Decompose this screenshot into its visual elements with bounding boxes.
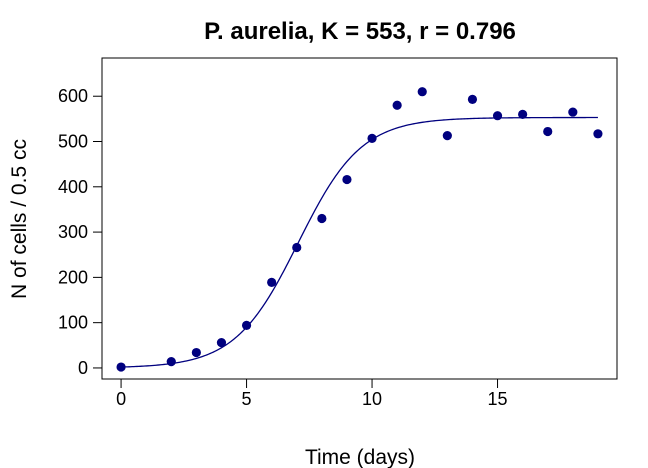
data-point bbox=[267, 277, 277, 287]
data-point bbox=[467, 94, 478, 104]
y-axis: 0 100 200 300 400 500 600 bbox=[58, 86, 103, 378]
y-tick-label: 0 bbox=[78, 358, 88, 378]
data-point bbox=[543, 126, 553, 137]
x-tick-label: 5 bbox=[242, 389, 252, 409]
data-point bbox=[367, 133, 377, 143]
chart-title: P. aurelia, K = 553, r = 0.796 bbox=[204, 18, 516, 45]
y-tick-label: 100 bbox=[58, 313, 88, 333]
data-point bbox=[292, 242, 302, 253]
x-tick-label: 15 bbox=[488, 389, 508, 409]
x-tick-label: 10 bbox=[362, 389, 382, 409]
data-point bbox=[191, 347, 201, 358]
y-tick-label: 600 bbox=[58, 86, 88, 106]
x-axis-label: Time (days) bbox=[305, 446, 415, 468]
data-point bbox=[116, 362, 126, 372]
data-point bbox=[593, 129, 603, 139]
data-point bbox=[392, 100, 402, 110]
data-point bbox=[568, 107, 578, 117]
y-tick-label: 400 bbox=[58, 177, 88, 197]
data-point bbox=[317, 213, 327, 224]
plot-frame bbox=[101, 57, 618, 380]
x-axis: 0 5 10 15 bbox=[116, 378, 508, 409]
logistic-fit-line bbox=[121, 116, 598, 368]
data-point bbox=[492, 111, 503, 121]
data-point bbox=[342, 174, 352, 185]
data-point bbox=[442, 131, 452, 141]
data-point bbox=[166, 357, 176, 367]
y-tick-label: 300 bbox=[58, 222, 88, 242]
y-tick-label: 200 bbox=[58, 267, 88, 287]
x-tick-label: 0 bbox=[116, 389, 126, 409]
y-tick-label: 500 bbox=[58, 132, 88, 152]
data-point bbox=[518, 109, 528, 119]
data-point bbox=[241, 320, 252, 330]
data-point bbox=[417, 87, 427, 97]
data-points bbox=[116, 87, 603, 372]
y-axis-label: N of cells / 0.5 cc bbox=[8, 139, 31, 299]
data-point bbox=[216, 337, 227, 348]
